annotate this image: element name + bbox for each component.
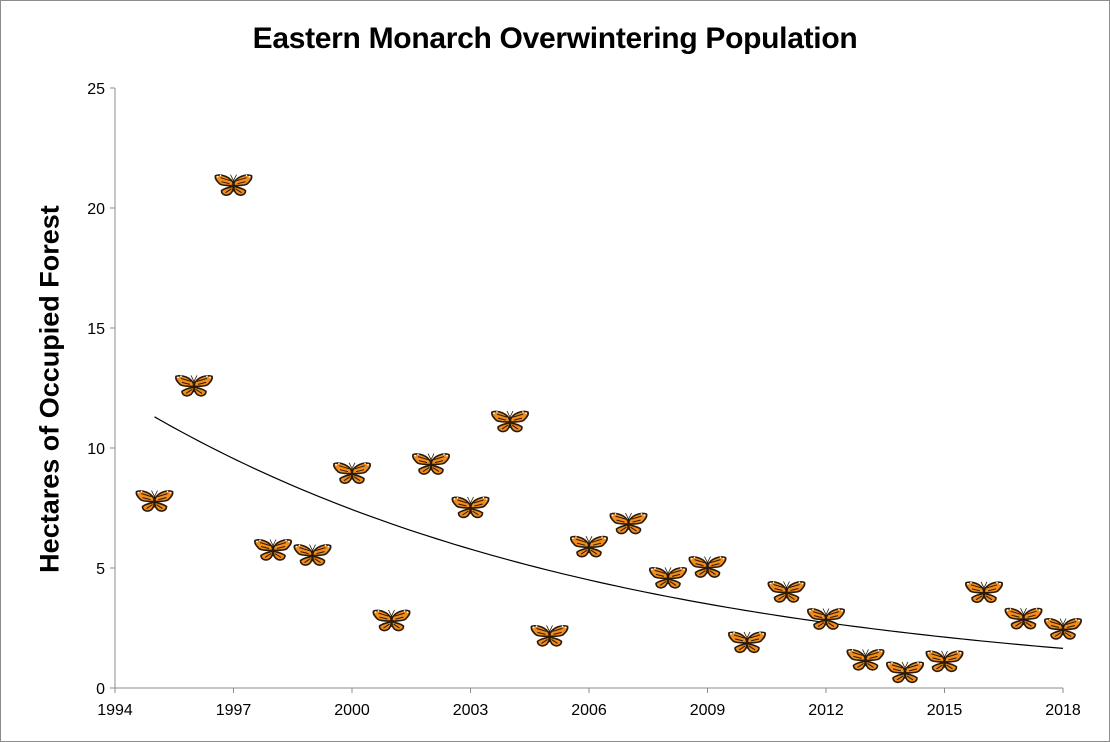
data-point-butterfly [807,607,845,630]
data-point-butterfly [451,496,490,519]
data-point-butterfly [175,374,213,397]
data-point-butterfly [570,535,608,558]
y-tick: 10 [87,441,115,458]
x-tick-label: 2012 [808,702,844,719]
data-point-butterfly [846,648,885,671]
data-point-butterfly [1044,617,1082,640]
y-tick: 5 [96,561,115,578]
x-tick-label: 1997 [216,702,252,719]
data-point-butterfly [372,609,411,632]
trendline [154,416,1064,649]
data-point-butterfly [925,650,964,673]
x-tick-label: 2003 [453,702,489,719]
x-tick-label: 2015 [927,702,963,719]
data-point-butterfly [412,452,450,475]
y-tick-label: 15 [87,321,105,338]
data-point-butterfly [491,410,529,433]
data-point-butterfly [254,538,292,561]
chart-title: Eastern Monarch Overwintering Population [252,22,858,55]
x-tick: 2015 [927,688,963,719]
y-tick-label: 20 [87,201,105,218]
data-point-butterfly [649,566,687,589]
data-point-butterfly [688,555,727,578]
y-tick-label: 10 [87,441,105,458]
data-point-butterfly [886,661,924,684]
y-tick-label: 0 [96,681,105,698]
data-point-butterfly [767,580,806,603]
x-tick: 2006 [571,688,607,719]
x-tick: 2009 [690,688,726,719]
x-tick: 2000 [334,688,370,719]
x-tick-label: 2018 [1045,702,1081,719]
data-point-butterfly [609,512,648,535]
x-tick-label: 2000 [334,702,370,719]
data-point-butterfly [293,543,332,566]
y-tick: 25 [87,81,115,98]
x-tick-label: 2006 [571,702,607,719]
data-point-butterfly [728,631,766,654]
x-tick: 1997 [216,688,252,719]
y-tick: 0 [96,681,115,698]
y-tick-label: 5 [96,561,105,578]
x-tick: 2018 [1045,688,1081,719]
data-point-butterfly [965,580,1003,604]
x-tick-label: 2009 [690,702,726,719]
data-point-butterfly [214,173,253,196]
data-point-butterfly [530,624,569,647]
data-point-butterfly [135,489,174,512]
y-tick: 20 [87,201,115,218]
x-tick: 1994 [97,688,133,719]
x-tick: 2003 [453,688,489,719]
data-point-butterfly [333,461,371,484]
y-tick-label: 25 [87,81,105,98]
x-tick: 2012 [808,688,844,719]
data-point-butterfly [1004,607,1043,630]
y-tick: 15 [87,321,115,338]
x-tick-label: 1994 [97,702,133,719]
